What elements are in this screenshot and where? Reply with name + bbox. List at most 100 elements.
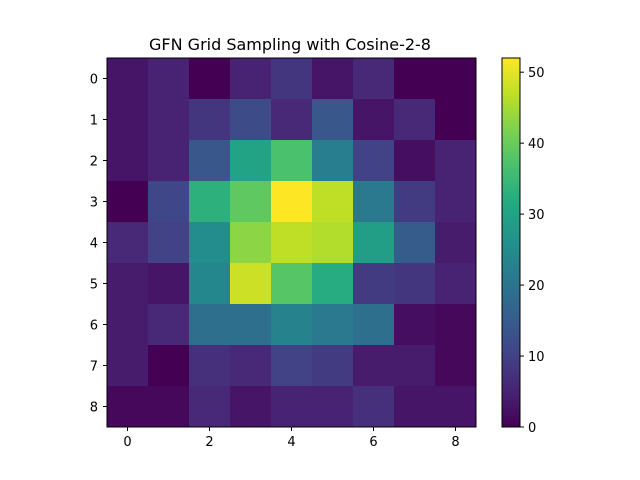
heatmap-cell xyxy=(353,304,395,346)
chart-title: GFN Grid Sampling with Cosine-2-8 xyxy=(149,35,431,54)
heatmap-cell xyxy=(394,222,436,264)
heatmap-cell xyxy=(353,140,395,182)
heatmap-cell xyxy=(312,58,354,100)
heatmap-cell xyxy=(353,181,395,223)
heatmap-cell xyxy=(394,345,436,387)
heatmap-cell xyxy=(107,304,149,346)
colorbar-tick-label: 50 xyxy=(528,66,545,81)
heatmap-cell xyxy=(189,263,231,305)
heatmap-cell xyxy=(271,304,313,346)
heatmap-cell xyxy=(230,58,272,100)
heatmap-cells xyxy=(107,58,477,428)
heatmap-cell xyxy=(148,263,190,305)
heatmap-cell xyxy=(271,263,313,305)
heatmap-cell xyxy=(230,345,272,387)
y-tick-label: 0 xyxy=(90,73,98,88)
heatmap-cell xyxy=(271,181,313,223)
heatmap-cell xyxy=(435,140,477,182)
colorbar-tick-label: 40 xyxy=(528,137,545,152)
y-tick-label: 5 xyxy=(90,278,98,293)
heatmap-cell xyxy=(435,304,477,346)
heatmap-cell xyxy=(353,386,395,428)
x-tick-label: 0 xyxy=(123,435,131,450)
heatmap-cell xyxy=(189,140,231,182)
heatmap-cell xyxy=(230,222,272,264)
y-tick-label: 4 xyxy=(90,237,98,252)
heatmap-cell xyxy=(107,386,149,428)
heatmap-cell xyxy=(312,345,354,387)
heatmap-cell xyxy=(148,345,190,387)
heatmap-cell xyxy=(107,58,149,100)
heatmap-cell xyxy=(148,181,190,223)
x-tick-label: 4 xyxy=(287,435,295,450)
colorbar-tick-label: 30 xyxy=(528,208,545,223)
heatmap-cell xyxy=(394,386,436,428)
colorbar xyxy=(501,57,521,428)
heatmap-cell xyxy=(394,181,436,223)
y-axis: 0 1 2 3 4 5 6 7 8 xyxy=(90,73,107,416)
heatmap-cell xyxy=(230,304,272,346)
heatmap-cell xyxy=(353,99,395,141)
heatmap-cell xyxy=(435,386,477,428)
heatmap-cell xyxy=(230,181,272,223)
heatmap-cell xyxy=(394,99,436,141)
heatmap-cell xyxy=(435,99,477,141)
heatmap-cell xyxy=(230,263,272,305)
heatmap-cell xyxy=(312,304,354,346)
heatmap-cell xyxy=(271,58,313,100)
heatmap-cell xyxy=(189,304,231,346)
heatmap-cell xyxy=(435,263,477,305)
heatmap-cell xyxy=(312,99,354,141)
heatmap-cell xyxy=(435,345,477,387)
y-tick-label: 3 xyxy=(90,196,98,211)
heatmap-cell xyxy=(435,222,477,264)
heatmap-cell xyxy=(107,140,149,182)
y-tick-label: 8 xyxy=(90,401,98,416)
heatmap-cell xyxy=(107,222,149,264)
x-tick-label: 2 xyxy=(205,435,213,450)
heatmap-cell xyxy=(189,99,231,141)
y-tick-label: 2 xyxy=(90,155,98,170)
heatmap-cell xyxy=(312,140,354,182)
heatmap-cell xyxy=(435,58,477,100)
heatmap-cell xyxy=(312,222,354,264)
heatmap-cell xyxy=(230,386,272,428)
heatmap-cell xyxy=(353,58,395,100)
heatmap-cell xyxy=(148,58,190,100)
x-axis: 0 2 4 6 8 xyxy=(123,427,460,450)
heatmap-cell xyxy=(394,140,436,182)
heatmap-cell xyxy=(353,345,395,387)
heatmap-cell xyxy=(189,222,231,264)
heatmap-cell xyxy=(189,345,231,387)
heatmap-cell xyxy=(271,222,313,264)
heatmap-cell xyxy=(107,345,149,387)
x-tick-label: 6 xyxy=(369,435,377,450)
heatmap-cell xyxy=(148,304,190,346)
heatmap-cell xyxy=(148,222,190,264)
heatmap-cell xyxy=(107,263,149,305)
y-tick-label: 6 xyxy=(90,319,98,334)
heatmap-cell xyxy=(230,99,272,141)
x-tick-label: 8 xyxy=(451,435,459,450)
heatmap-cell xyxy=(312,386,354,428)
heatmap-cell xyxy=(107,99,149,141)
heatmap-cell xyxy=(148,386,190,428)
heatmap-cell xyxy=(353,263,395,305)
heatmap-cell xyxy=(271,345,313,387)
heatmap-cell xyxy=(107,181,149,223)
colorbar-tick-label: 20 xyxy=(528,279,545,294)
heatmap-cell xyxy=(189,386,231,428)
heatmap-cell xyxy=(189,58,231,100)
heatmap-cell xyxy=(271,386,313,428)
heatmap-cell xyxy=(435,181,477,223)
colorbar-axis: 0 10 20 30 40 50 xyxy=(520,66,545,436)
colorbar-tick-label: 0 xyxy=(528,421,536,436)
y-tick-label: 7 xyxy=(90,360,98,375)
heatmap-cell xyxy=(148,99,190,141)
y-tick-label: 1 xyxy=(90,114,98,129)
heatmap-cell xyxy=(271,140,313,182)
heatmap-cell xyxy=(189,181,231,223)
heatmap-cell xyxy=(353,222,395,264)
colorbar-tick-label: 10 xyxy=(528,350,545,365)
